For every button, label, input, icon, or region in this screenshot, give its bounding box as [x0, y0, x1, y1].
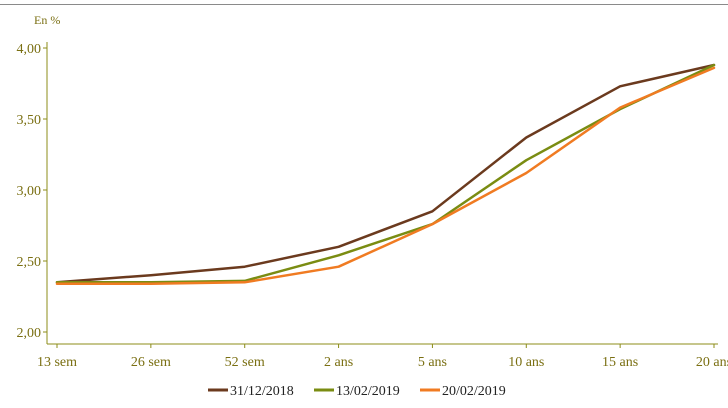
series-line-13-02-2019	[57, 65, 714, 282]
y-tick-label: 3,00	[17, 184, 42, 199]
top-border	[0, 0, 728, 5]
x-tick-label: 26 sem	[131, 355, 171, 370]
legend-label: 20/02/2019	[442, 384, 506, 399]
x-tick-label: 15 ans	[602, 355, 638, 370]
x-tick-label: 13 sem	[37, 355, 77, 370]
y-tick-label: 3,50	[17, 113, 42, 128]
legend-label: 31/12/2018	[230, 384, 294, 399]
y-tick-label: 2,50	[17, 255, 42, 270]
x-tick-label: 2 ans	[324, 355, 353, 370]
x-tick-label: 20 ans	[696, 355, 728, 370]
series-lines	[57, 65, 714, 284]
series-line-20-02-2019	[57, 68, 714, 284]
legend: 31/12/2018 13/02/2019 20/02/2019	[208, 384, 506, 399]
y-axis-title: En %	[34, 13, 60, 27]
y-tick-label: 4,00	[17, 42, 42, 57]
series-line-31-12-2018	[57, 65, 714, 282]
x-tick-label: 52 sem	[225, 355, 265, 370]
axes: 2,00 2,50 3,00 3,50 4,00 13 sem 26 sem 52 sem 2 …	[17, 42, 728, 370]
y-tick-label: 2,00	[17, 326, 42, 341]
x-tick-label: 5 ans	[418, 355, 447, 370]
x-tick-label: 10 ans	[508, 355, 544, 370]
legend-label: 13/02/2019	[336, 384, 400, 399]
